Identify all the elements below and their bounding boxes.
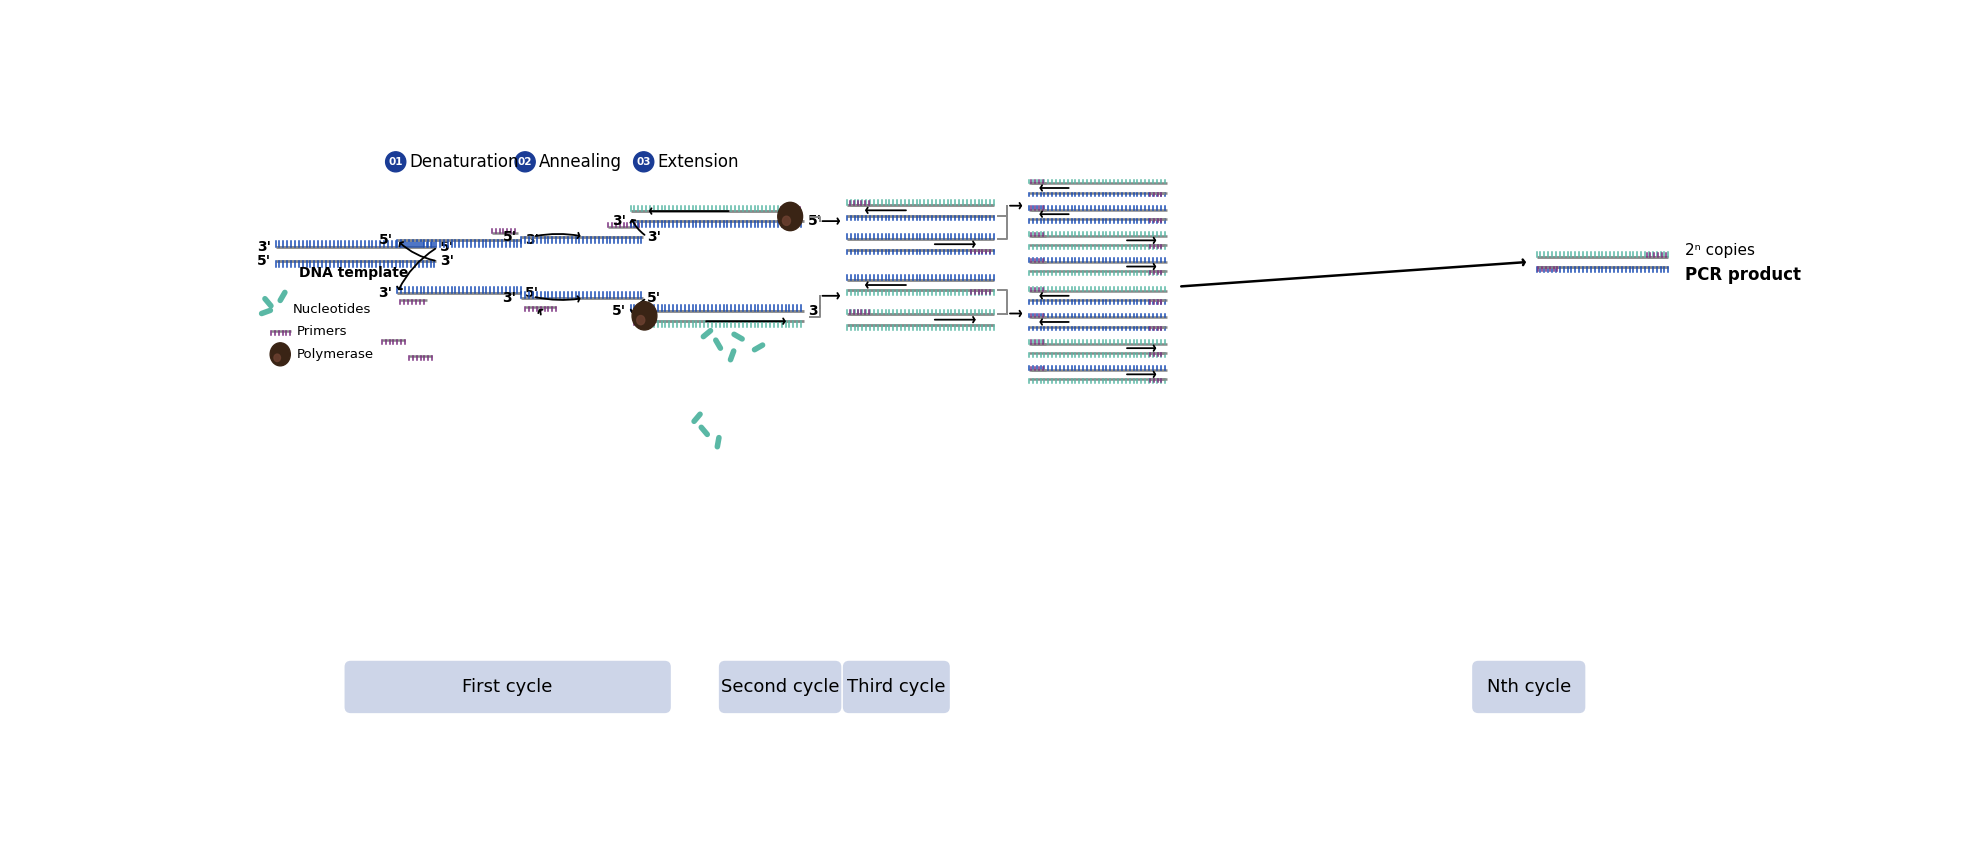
Text: 5': 5' xyxy=(646,291,662,305)
Text: Polymerase: Polymerase xyxy=(297,348,374,360)
Text: 01: 01 xyxy=(388,157,404,167)
Text: 3': 3' xyxy=(439,254,455,268)
Circle shape xyxy=(634,152,654,172)
Text: Annealing: Annealing xyxy=(540,153,622,170)
Text: 03: 03 xyxy=(636,157,652,167)
FancyBboxPatch shape xyxy=(843,661,949,713)
Text: Extension: Extension xyxy=(658,153,738,170)
FancyBboxPatch shape xyxy=(719,661,841,713)
Text: 02: 02 xyxy=(518,157,532,167)
Ellipse shape xyxy=(782,216,790,226)
Text: 3': 3' xyxy=(526,233,540,248)
FancyBboxPatch shape xyxy=(345,661,671,713)
Text: 5': 5' xyxy=(807,214,823,228)
Text: 3': 3' xyxy=(612,214,626,228)
Text: 3': 3' xyxy=(502,291,516,305)
Text: Nth cycle: Nth cycle xyxy=(1487,678,1571,696)
Text: 3': 3' xyxy=(378,286,392,299)
Text: 3': 3' xyxy=(807,304,821,318)
Text: 3': 3' xyxy=(646,230,662,243)
Text: 2ⁿ copies: 2ⁿ copies xyxy=(1685,243,1754,258)
Text: Third cycle: Third cycle xyxy=(847,678,945,696)
Text: PCR product: PCR product xyxy=(1685,266,1802,284)
Ellipse shape xyxy=(636,315,644,325)
Text: 5': 5' xyxy=(612,304,626,318)
Text: 5': 5' xyxy=(439,240,455,254)
Ellipse shape xyxy=(270,343,289,365)
Ellipse shape xyxy=(274,354,280,361)
Text: 5': 5' xyxy=(502,230,516,243)
Circle shape xyxy=(386,152,406,172)
Text: DNA template: DNA template xyxy=(299,265,408,280)
Text: 5': 5' xyxy=(378,233,392,248)
Circle shape xyxy=(516,152,536,172)
Text: 5': 5' xyxy=(256,254,272,268)
Text: Nucleotides: Nucleotides xyxy=(293,304,370,316)
Ellipse shape xyxy=(778,203,803,231)
Text: Denaturation: Denaturation xyxy=(410,153,520,170)
Text: First cycle: First cycle xyxy=(463,678,553,696)
Ellipse shape xyxy=(632,302,658,330)
Text: 5': 5' xyxy=(526,286,540,299)
Text: 3': 3' xyxy=(256,240,272,254)
FancyBboxPatch shape xyxy=(1473,661,1585,713)
Text: Second cycle: Second cycle xyxy=(721,678,839,696)
Text: Primers: Primers xyxy=(297,325,347,338)
